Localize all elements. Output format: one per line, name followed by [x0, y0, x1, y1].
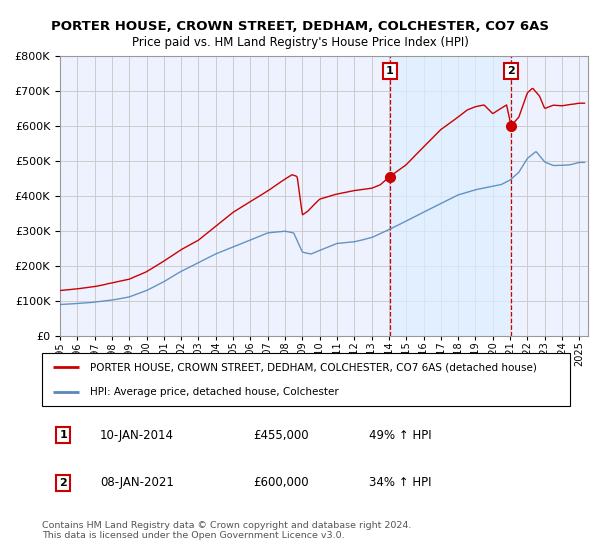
Text: PORTER HOUSE, CROWN STREET, DEDHAM, COLCHESTER, CO7 6AS: PORTER HOUSE, CROWN STREET, DEDHAM, COLC…: [51, 20, 549, 32]
Text: 2: 2: [507, 66, 515, 76]
Text: 34% ↑ HPI: 34% ↑ HPI: [370, 477, 432, 489]
Text: £455,000: £455,000: [253, 429, 309, 442]
Text: Contains HM Land Registry data © Crown copyright and database right 2024.
This d: Contains HM Land Registry data © Crown c…: [42, 521, 412, 540]
Text: 49% ↑ HPI: 49% ↑ HPI: [370, 429, 432, 442]
Text: PORTER HOUSE, CROWN STREET, DEDHAM, COLCHESTER, CO7 6AS (detached house): PORTER HOUSE, CROWN STREET, DEDHAM, COLC…: [89, 362, 536, 372]
Text: 2: 2: [59, 478, 67, 488]
Text: 1: 1: [386, 66, 394, 76]
FancyBboxPatch shape: [42, 353, 570, 406]
Text: 08-JAN-2021: 08-JAN-2021: [100, 477, 174, 489]
Text: £600,000: £600,000: [253, 477, 309, 489]
Text: HPI: Average price, detached house, Colchester: HPI: Average price, detached house, Colc…: [89, 386, 338, 396]
Text: Price paid vs. HM Land Registry's House Price Index (HPI): Price paid vs. HM Land Registry's House …: [131, 36, 469, 49]
Bar: [389, 56, 511, 336]
Text: 1: 1: [59, 430, 67, 440]
Text: 10-JAN-2014: 10-JAN-2014: [100, 429, 174, 442]
